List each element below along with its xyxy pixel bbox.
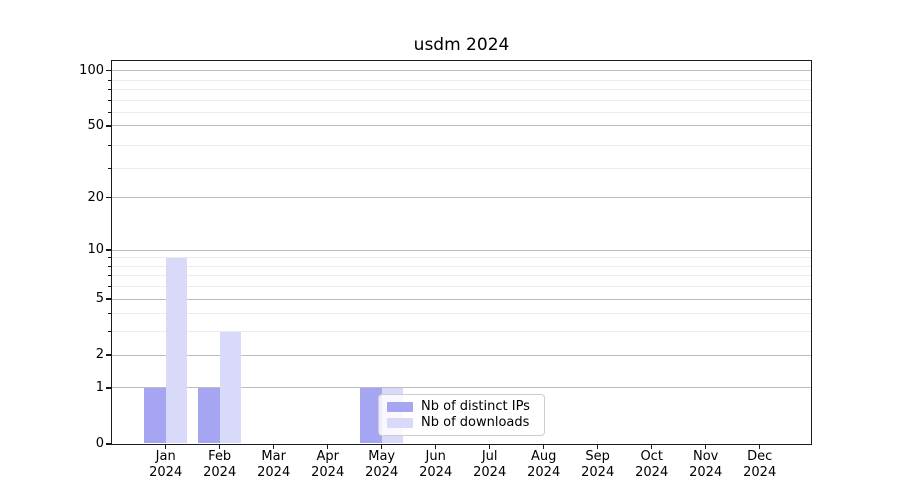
gridline-minor (112, 89, 811, 91)
y-axis-tick-mark (106, 249, 111, 251)
legend-item-downloads: Nb of downloads (387, 415, 536, 431)
gridline-minor (112, 286, 811, 288)
x-axis-tick-label: Apr 2024 (311, 449, 345, 480)
x-axis-tick-mark (272, 444, 275, 449)
y-axis-minor-tick-mark (108, 89, 111, 91)
y-axis-tick-mark (106, 196, 111, 199)
legend-swatch-downloads (387, 418, 413, 428)
gridline-major (112, 387, 811, 389)
chart-title: usdm 2024 (413, 35, 510, 55)
x-axis-tick-label: Dec 2024 (743, 449, 777, 480)
x-axis-tick-mark (380, 444, 383, 449)
x-axis-tick-mark (488, 444, 491, 449)
y-axis-tick-label: 1 (95, 379, 104, 395)
y-axis-tick-label: 2 (95, 347, 104, 363)
gridline-minor (112, 145, 811, 147)
bar-distinct-ips (360, 387, 382, 443)
y-axis-tick-mark (106, 298, 111, 300)
y-axis-minor-tick-mark (108, 331, 111, 333)
y-axis-minor-tick-mark (108, 286, 111, 288)
x-axis-tick-mark (758, 444, 761, 449)
gridline-major (112, 70, 811, 72)
x-axis-tick-label: Jun 2024 (419, 449, 453, 480)
x-axis-tick-mark (326, 444, 329, 449)
y-axis-minor-tick-mark (108, 79, 111, 81)
x-axis-tick-mark (164, 444, 167, 449)
x-axis-tick-label: Oct 2024 (635, 449, 669, 480)
x-axis-tick-label: Sep 2024 (581, 449, 615, 480)
y-axis-minor-tick-mark (108, 145, 111, 147)
y-axis-minor-tick-mark (108, 99, 111, 101)
y-axis-tick-label: 20 (87, 189, 104, 205)
gridline-major (112, 125, 811, 127)
x-axis-tick-label: Aug 2024 (527, 449, 561, 480)
x-axis-tick-label: Mar 2024 (257, 449, 291, 480)
y-axis-tick-label: 0 (95, 436, 104, 451)
gridline-minor (112, 275, 811, 277)
x-axis-tick-label: Nov 2024 (689, 449, 723, 480)
x-axis-tick-mark (650, 444, 653, 449)
gridline-major (112, 298, 811, 300)
gridline-major (112, 249, 811, 251)
legend: Nb of distinct IPs Nb of downloads (378, 394, 545, 436)
y-axis-tick-label: 100 (79, 62, 104, 78)
legend-swatch-distinct-ips (387, 402, 413, 412)
y-axis-tick-label: 10 (87, 242, 104, 258)
y-axis-minor-tick-mark (108, 275, 111, 277)
x-axis-tick-mark (434, 444, 437, 449)
gridline-minor (112, 112, 811, 114)
y-axis-tick-mark (106, 387, 111, 389)
gridline-minor (112, 313, 811, 315)
y-axis-minor-tick-mark (108, 265, 111, 267)
gridline-minor (112, 168, 811, 170)
gridline-minor (112, 79, 811, 81)
y-axis-tick-mark (106, 354, 111, 356)
y-axis-tick-mark (106, 125, 111, 127)
x-axis-tick-label: Feb 2024 (203, 449, 237, 480)
y-axis-tick-label: 5 (95, 291, 104, 307)
x-axis-tick-mark (542, 444, 545, 449)
y-axis-minor-tick-mark (108, 313, 111, 315)
x-axis-tick-mark (704, 444, 707, 449)
y-axis-tick-mark (106, 443, 111, 445)
x-axis-tick-label: Jul 2024 (473, 449, 507, 480)
y-axis-tick-mark (106, 69, 111, 72)
gridline-minor (112, 257, 811, 259)
gridline-minor (112, 99, 811, 101)
y-axis-minor-tick-mark (108, 257, 111, 259)
gridline-minor (112, 331, 811, 333)
bar-downloads (219, 331, 242, 443)
x-axis-tick-label: May 2024 (365, 449, 399, 480)
x-axis-tick-mark (218, 444, 221, 449)
legend-label-distinct-ips: Nb of distinct IPs (421, 399, 530, 414)
y-axis-minor-tick-mark (108, 112, 111, 114)
legend-item-distinct-ips: Nb of distinct IPs (387, 399, 536, 415)
legend-label-downloads: Nb of downloads (421, 415, 530, 430)
gridline-major (112, 197, 811, 199)
gridline-minor (112, 265, 811, 267)
x-axis-tick-mark (596, 444, 599, 449)
plot-area (111, 60, 812, 445)
bar-distinct-ips (198, 387, 220, 443)
y-axis-tick-label: 50 (87, 117, 104, 133)
bar-downloads (165, 257, 188, 443)
x-axis-tick-label: Jan 2024 (149, 449, 183, 480)
gridline-major (112, 354, 811, 356)
y-axis-minor-tick-mark (108, 168, 111, 170)
bar-distinct-ips (144, 387, 166, 443)
